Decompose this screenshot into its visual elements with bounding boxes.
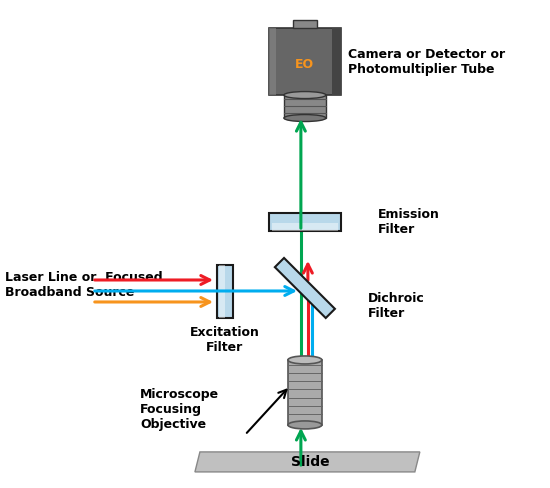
Bar (217, 265, 233, 318)
Text: Excitation
Filter: Excitation Filter (190, 326, 260, 354)
Text: Slide: Slide (290, 455, 329, 469)
Polygon shape (195, 452, 420, 472)
Polygon shape (287, 261, 340, 314)
Bar (293, 20, 317, 28)
Text: Dichroic
Filter: Dichroic Filter (368, 292, 425, 320)
Bar (288, 360, 322, 425)
Text: EO: EO (295, 59, 315, 71)
Bar (332, 28, 341, 95)
Ellipse shape (284, 92, 326, 99)
Bar (272, 223, 338, 231)
Bar (269, 213, 341, 231)
Ellipse shape (288, 421, 322, 429)
Text: Laser Line or  Focused
Broadband Source: Laser Line or Focused Broadband Source (5, 271, 163, 299)
Bar (269, 28, 341, 95)
Bar (219, 265, 224, 318)
Polygon shape (275, 258, 335, 318)
Text: Microscope
Focusing
Objective: Microscope Focusing Objective (140, 388, 219, 431)
Ellipse shape (288, 356, 322, 364)
Text: Emission
Filter: Emission Filter (378, 208, 440, 236)
Bar (269, 28, 276, 95)
Ellipse shape (284, 115, 326, 122)
Bar (284, 95, 326, 118)
Text: Camera or Detector or
Photomultiplier Tube: Camera or Detector or Photomultiplier Tu… (348, 48, 505, 76)
